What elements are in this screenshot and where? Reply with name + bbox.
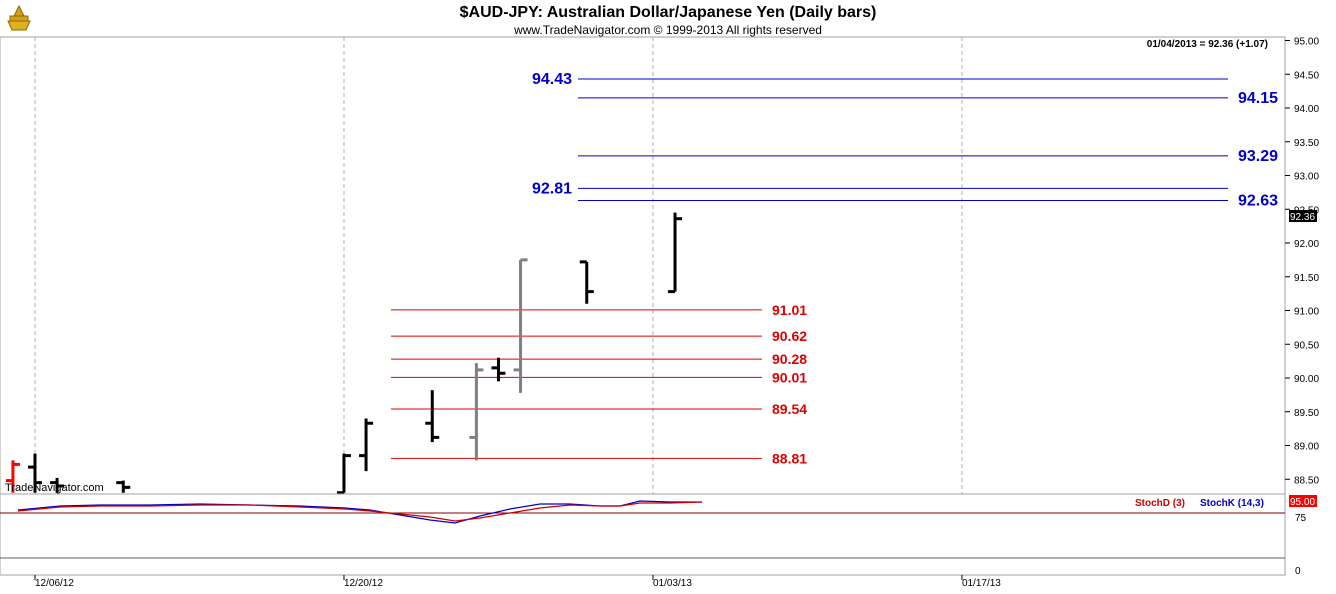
price-bar [50, 477, 65, 493]
x-tick-label: 12/20/12 [344, 578, 383, 589]
fib-label-red: 90.62 [772, 328, 807, 344]
stochastic-panel [0, 493, 1286, 576]
x-tick-label: 01/17/13 [962, 578, 1001, 589]
price-bar [469, 363, 484, 461]
stoch-tag: 95.00 [1290, 497, 1315, 508]
price-bar [579, 260, 594, 304]
price-bar [116, 480, 131, 493]
y-tick-label: 92.00 [1294, 239, 1319, 250]
stoch-tick-75: 75 [1295, 513, 1307, 524]
logo-icon [6, 4, 32, 32]
copyright-text: www.TradeNavigator.com © 1999-2013 All r… [513, 23, 822, 37]
price-bar [336, 453, 351, 495]
watermark: TradeNavigator.com [5, 482, 104, 494]
price-bar [513, 258, 528, 393]
fib-levels: 94.43 92.81 94.15 93.29 92.63 91.01 90.62 90.28… [391, 71, 1278, 466]
y-tick-label: 90.50 [1294, 340, 1319, 351]
price-axis: 95.0094.5094.0093.5093.0092.5092.0091.50… [1285, 37, 1319, 486]
stoch-tag-bg [1289, 495, 1317, 507]
stochk-legend: StochK (14,3) [1200, 498, 1264, 509]
last-price-tag: 92.36 [1290, 212, 1315, 223]
price-panel [0, 36, 1286, 495]
fib-label-red: 90.01 [772, 369, 807, 385]
x-tick-label: 01/03/13 [653, 578, 692, 589]
price-readout: 01/04/2013 = 92.36 (+1.07) [1147, 39, 1268, 50]
fib-label-red: 88.81 [772, 450, 807, 466]
y-tick-label: 89.00 [1294, 442, 1319, 453]
date-axis: 12/06/12 12/20/12 01/03/13 01/17/13 [34, 575, 1001, 589]
x-tick-label: 12/06/12 [35, 578, 74, 589]
stochd-legend: StochD (3) [1135, 498, 1185, 509]
y-tick-label: 88.50 [1294, 475, 1319, 486]
price-bar [668, 212, 683, 294]
y-tick-label: 90.00 [1294, 374, 1319, 385]
y-tick-label: 94.50 [1294, 70, 1319, 81]
chart-title: $AUD-JPY: Australian Dollar/Japanese Yen… [460, 4, 877, 21]
stochd-line [17, 501, 703, 522]
price-bar [5, 460, 20, 493]
y-tick-label: 91.50 [1294, 273, 1319, 284]
stoch-tick-0: 0 [1295, 566, 1301, 577]
price-bar [359, 418, 374, 472]
y-tick-label: 93.50 [1294, 138, 1319, 149]
y-tick-label: 94.00 [1294, 104, 1319, 115]
fib-label-blue: 92.63 [1238, 192, 1278, 209]
y-tick-label: 89.50 [1294, 408, 1319, 419]
last-price-tag-bg [1289, 210, 1317, 222]
price-bar [491, 357, 506, 382]
fib-label-blue: 92.81 [532, 180, 572, 197]
y-tick-label: 91.00 [1294, 307, 1319, 318]
fib-label-blue: 93.29 [1238, 148, 1278, 165]
y-tick-label: 93.00 [1294, 172, 1319, 183]
price-bars [5, 212, 683, 495]
fib-label-red: 89.54 [772, 401, 807, 417]
fib-label-blue: 94.15 [1238, 90, 1278, 107]
y-tick-label: 95.00 [1294, 37, 1319, 48]
fib-label-blue: 94.43 [532, 71, 572, 88]
price-bar [425, 390, 440, 443]
fib-label-red: 91.01 [772, 302, 807, 318]
fib-label-red: 90.28 [772, 351, 807, 367]
price-bar [28, 453, 42, 493]
